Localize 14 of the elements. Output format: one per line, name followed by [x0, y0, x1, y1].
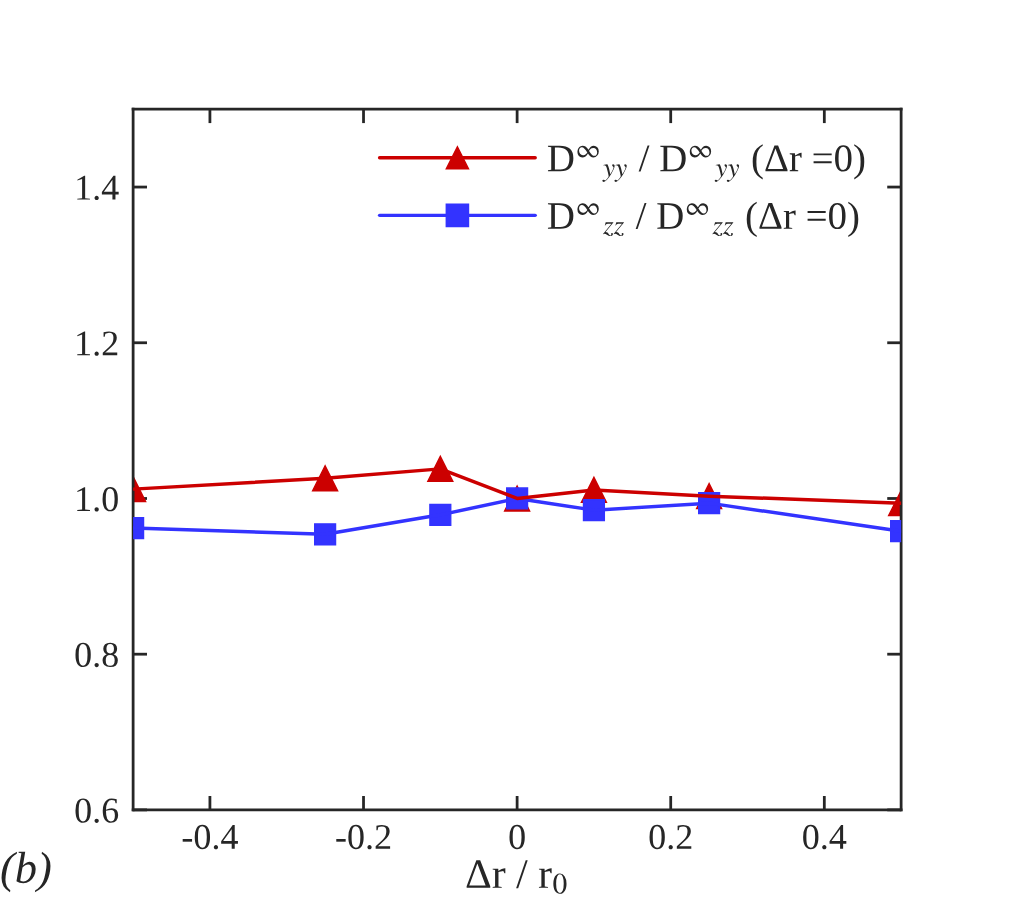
y-tick-label: 1.4: [77, 175, 119, 201]
x-tick-label: 0.4: [803, 824, 847, 850]
y-tick-label: 1.2: [77, 331, 118, 356]
x-tick-label: -0.4: [182, 824, 238, 850]
x-axis-title: Δr / r$_{0}$: [466, 860, 567, 894]
text: (b): [1, 851, 51, 893]
x-tick-label: 0.2: [649, 824, 692, 850]
x-tick-label: 0: [509, 824, 525, 850]
y-tick-label: 1.0: [77, 486, 118, 512]
legend-label: D$^{∞}$$_{zz}$ / D$^{∞}$$_{zz}$ (Δr =0): [547, 201, 859, 238]
x-tick-label: -0.2: [336, 824, 391, 850]
y-tick-label: 0.8: [75, 642, 118, 668]
y-tick-label: 0.6: [75, 798, 119, 823]
legend-label: D$^{∞}$$_{yy}$ / D$^{∞}$$_{yy}$ (Δr =0): [547, 144, 865, 182]
